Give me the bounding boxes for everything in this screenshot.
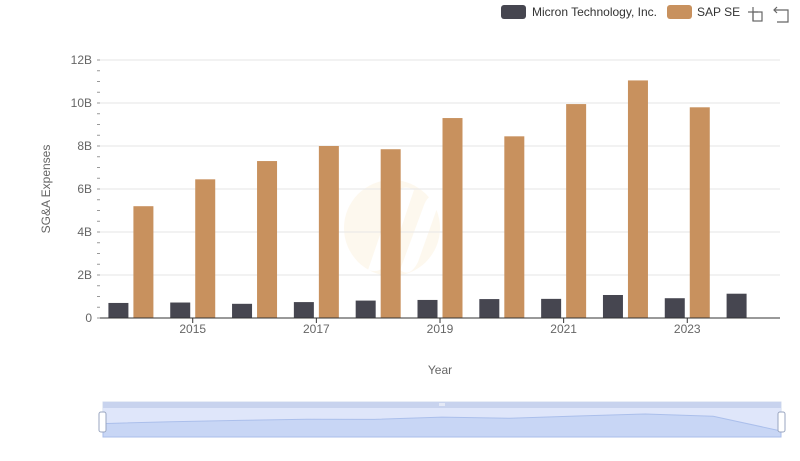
y-tick-label: 2B bbox=[77, 268, 92, 282]
x-tick-label: 2021 bbox=[550, 322, 577, 336]
legend-label-micron: Micron Technology, Inc. bbox=[532, 5, 657, 19]
data-zoom-slider[interactable] bbox=[98, 401, 786, 438]
bar-sap-2017[interactable] bbox=[318, 146, 339, 318]
x-axis-ticks: 2015 2017 2019 2021 2023 bbox=[179, 318, 701, 336]
legend-swatch-sap bbox=[667, 5, 692, 19]
bar-micron-2019[interactable] bbox=[417, 299, 438, 318]
x-tick-label: 2023 bbox=[674, 322, 701, 336]
bar-micron-2021[interactable] bbox=[541, 298, 562, 318]
y-tick-label: 8B bbox=[77, 139, 92, 153]
x-tick-label: 2017 bbox=[303, 322, 330, 336]
bar-sap-2014[interactable] bbox=[133, 206, 154, 318]
bar-micron-2015[interactable] bbox=[170, 302, 191, 318]
restore-icon[interactable] bbox=[748, 7, 763, 22]
y-tick-label: 4B bbox=[77, 225, 92, 239]
y-axis-title: SG&A Expenses bbox=[39, 145, 53, 234]
bar-sap-2020[interactable] bbox=[504, 136, 525, 318]
bar-marks bbox=[108, 80, 747, 318]
bar-sap-2018[interactable] bbox=[380, 149, 401, 318]
x-tick-label: 2015 bbox=[179, 322, 206, 336]
zoom-grip-icon[interactable] bbox=[439, 403, 445, 406]
zoom-handle-right[interactable] bbox=[777, 411, 786, 433]
zoom-handle-left[interactable] bbox=[98, 411, 107, 433]
bar-micron-2018[interactable] bbox=[355, 300, 376, 318]
legend-item-sap[interactable]: SAP SE bbox=[667, 5, 740, 19]
bar-sap-2022[interactable] bbox=[627, 80, 648, 318]
bar-sap-2021[interactable] bbox=[566, 104, 587, 318]
bar-micron-2017[interactable] bbox=[293, 302, 314, 318]
y-axis-ticks: 0 2B 4B 6B 8B 10B 12B bbox=[71, 53, 100, 325]
y-tick-label: 10B bbox=[71, 96, 92, 110]
bar-sap-2019[interactable] bbox=[442, 118, 463, 318]
bar-micron-2023[interactable] bbox=[664, 298, 685, 318]
bar-sap-2023[interactable] bbox=[689, 107, 710, 318]
bar-sap-2016[interactable] bbox=[257, 161, 278, 318]
legend: Micron Technology, Inc. SAP SE bbox=[501, 5, 740, 19]
x-tick-label: 2019 bbox=[427, 322, 454, 336]
y-tick-label: 0 bbox=[85, 311, 92, 325]
bar-sap-2015[interactable] bbox=[195, 179, 216, 318]
zoom-preview-area bbox=[102, 413, 782, 438]
bar-micron-2020[interactable] bbox=[479, 299, 500, 318]
back-icon[interactable] bbox=[773, 6, 789, 23]
y-tick-label: 6B bbox=[77, 182, 92, 196]
legend-label-sap: SAP SE bbox=[697, 5, 740, 19]
legend-swatch-micron bbox=[501, 5, 526, 19]
bar-micron-2016[interactable] bbox=[232, 303, 253, 318]
legend-item-micron[interactable]: Micron Technology, Inc. bbox=[501, 5, 657, 19]
bar-micron-2022[interactable] bbox=[602, 294, 623, 318]
y-tick-label: 12B bbox=[71, 53, 92, 67]
bar-micron-2014[interactable] bbox=[108, 302, 129, 318]
x-axis-title: Year bbox=[428, 363, 452, 377]
bar-micron-2024[interactable] bbox=[726, 293, 747, 318]
